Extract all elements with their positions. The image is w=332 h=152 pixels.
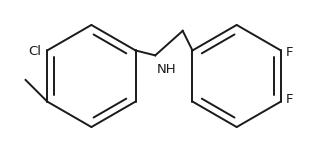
Text: NH: NH — [157, 63, 177, 76]
Text: F: F — [286, 46, 293, 59]
Text: F: F — [286, 93, 293, 106]
Text: Cl: Cl — [28, 45, 41, 58]
